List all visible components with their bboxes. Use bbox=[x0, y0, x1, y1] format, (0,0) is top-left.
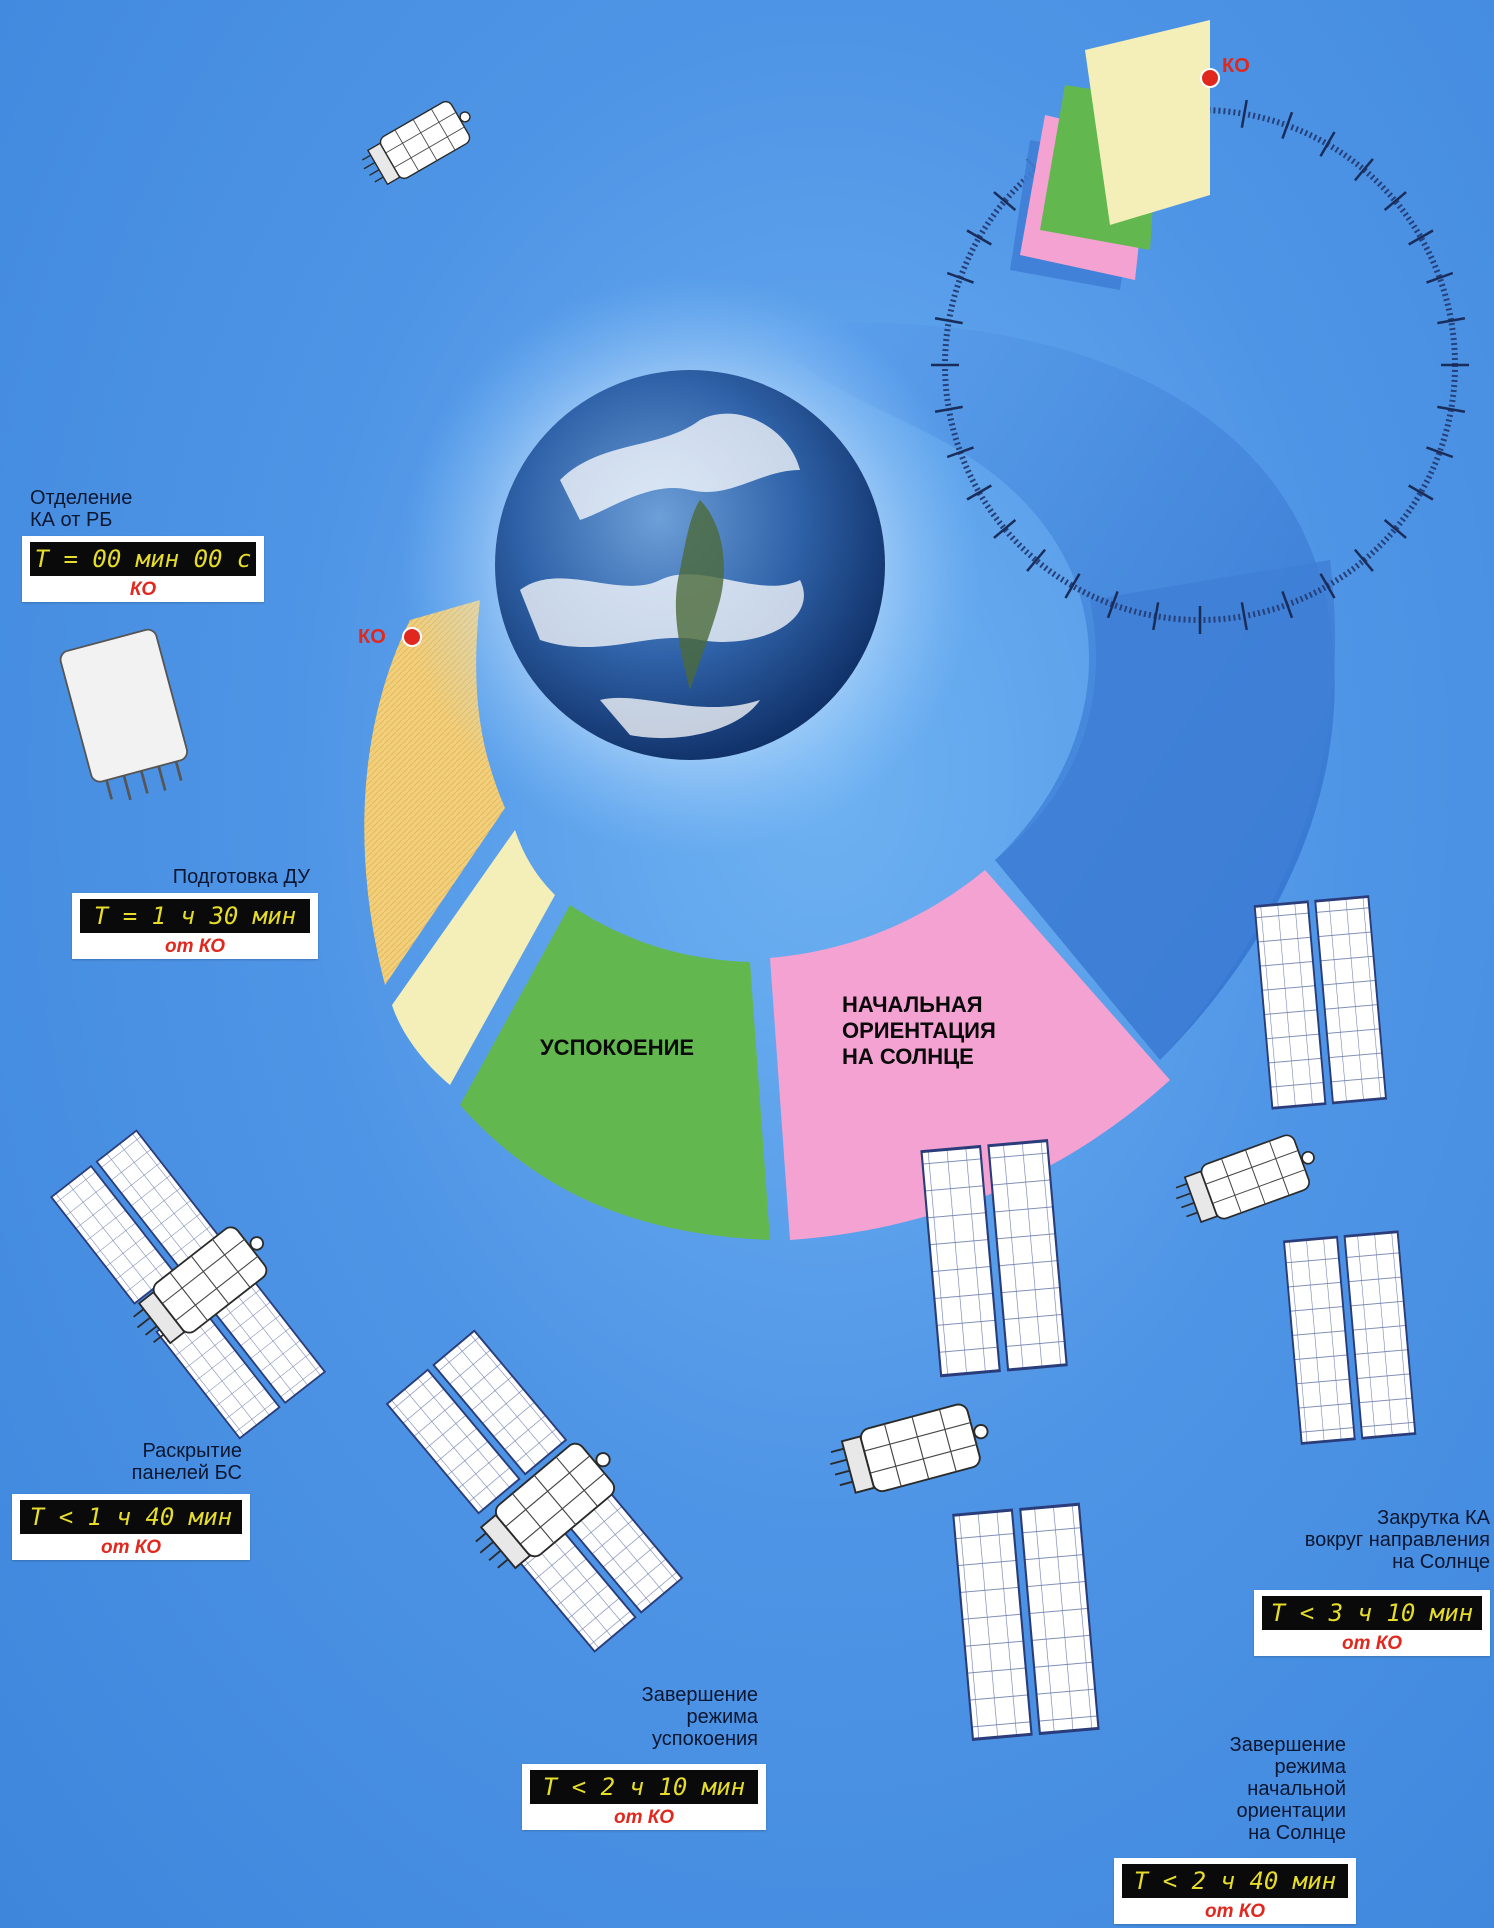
timer-display: T < 1 ч 40 мин bbox=[20, 1500, 242, 1534]
timer-spin-up: T < 3 ч 10 мин от КО bbox=[1254, 1590, 1490, 1656]
timer-reference: КО bbox=[129, 579, 157, 600]
orbit-tick bbox=[946, 271, 974, 284]
caption-calming-end: Завершение режима успокоения bbox=[520, 1684, 758, 1750]
caption-line: Завершение bbox=[641, 1684, 758, 1706]
timer-display: T < 2 ч 10 мин bbox=[530, 1770, 758, 1804]
timer-reference: от КО bbox=[1205, 1901, 1265, 1922]
orbit-tick bbox=[1383, 518, 1407, 539]
caption-line: Подготовка ДУ bbox=[172, 866, 310, 888]
orbit-tick bbox=[1408, 229, 1434, 246]
orbit-tick bbox=[1319, 131, 1336, 157]
panel-deploy-sector bbox=[392, 830, 555, 1085]
timer-reference: от КО bbox=[165, 936, 225, 957]
orbit-tick bbox=[1437, 405, 1466, 413]
caption-line: КА от РБ bbox=[30, 509, 113, 531]
caption-separation: Отделение КА от РБ bbox=[30, 487, 132, 531]
orbit-tick bbox=[1426, 446, 1454, 459]
caption-line: на Солнце bbox=[1248, 1822, 1346, 1844]
orbit-tick bbox=[934, 317, 963, 325]
timer-display: T < 3 ч 10 мин bbox=[1262, 1596, 1482, 1630]
caption-line: Отделение bbox=[30, 487, 133, 509]
caption-propulsion-prep: Подготовка ДУ bbox=[80, 866, 310, 888]
orbit-tick bbox=[1064, 573, 1081, 599]
orbit-tick bbox=[1408, 484, 1434, 501]
caption-line: начальной bbox=[1247, 1778, 1346, 1800]
timer-separation: T = 00 мин 00 с КО bbox=[22, 536, 264, 602]
timer-calming-end: T < 2 ч 10 мин от КО bbox=[522, 1764, 766, 1830]
caption-line: панелей БС bbox=[131, 1462, 242, 1484]
orbit-tick bbox=[934, 405, 963, 413]
timer-panel-deploy: T < 1 ч 40 мин от КО bbox=[12, 1494, 250, 1560]
timer-propulsion-prep: T = 1 ч 30 мин от КО bbox=[72, 893, 318, 959]
timer-orientation-end: T < 2 ч 40 мин от КО bbox=[1114, 1858, 1356, 1924]
orbit-tick bbox=[1353, 548, 1374, 572]
caption-panel-deploy: Раскрытие панелей БС bbox=[20, 1440, 242, 1484]
phase-label-sun-1: НАЧАЛЬНАЯ bbox=[842, 992, 983, 1017]
spin-sector bbox=[995, 560, 1336, 1060]
phase-label-sun-3: НА СОЛНЦЕ bbox=[842, 1044, 974, 1069]
orbit-tick bbox=[1426, 271, 1454, 284]
caption-line: на Солнце bbox=[1392, 1551, 1490, 1573]
orbit-tick bbox=[1152, 602, 1160, 631]
satellite-stowed-left bbox=[59, 628, 188, 801]
sun-orientation-sector bbox=[770, 870, 1170, 1240]
orbit-tick bbox=[1026, 548, 1047, 572]
calming-sector bbox=[460, 905, 770, 1240]
caption-line: режима bbox=[686, 1706, 758, 1728]
satellite-stowed-top bbox=[354, 93, 482, 195]
caption-line: Закрутка КА bbox=[1377, 1507, 1490, 1529]
caption-line: Завершение bbox=[1229, 1734, 1346, 1756]
orbit-tick bbox=[1437, 317, 1466, 325]
orbit-tick bbox=[1240, 99, 1248, 128]
timer-display: T = 1 ч 30 мин bbox=[80, 899, 310, 933]
orbit-tick bbox=[966, 484, 992, 501]
orbit-tick bbox=[1106, 591, 1119, 619]
ko-label-ring: КО bbox=[358, 626, 386, 648]
caption-line: успокоения bbox=[652, 1728, 758, 1750]
earth-clouds bbox=[520, 413, 804, 739]
caption-line: вокруг направления bbox=[1304, 1529, 1490, 1551]
orbit-tick bbox=[966, 229, 992, 246]
earth-continent bbox=[675, 500, 724, 690]
orbit-tick bbox=[1240, 602, 1248, 631]
orbit-tick bbox=[1281, 591, 1294, 619]
orbit-tick bbox=[1281, 111, 1294, 139]
satellite-panels-deploying bbox=[50, 1129, 326, 1440]
orbit-tick bbox=[993, 518, 1017, 539]
timer-reference: от КО bbox=[1342, 1633, 1402, 1654]
orbit-tick bbox=[1353, 158, 1374, 182]
satellite-calming-end bbox=[386, 1329, 683, 1653]
timer-reference: от КО bbox=[614, 1807, 674, 1828]
phase-label-sun-2: ОРИЕНТАЦИЯ bbox=[842, 1018, 996, 1043]
caption-orientation-end: Завершение режима начальной ориентации н… bbox=[1100, 1734, 1346, 1844]
ko-marker-orbit bbox=[1200, 68, 1220, 88]
phase-label-calming: УСПОКОЕНИЕ bbox=[540, 1035, 694, 1060]
orbit-fan-yellow bbox=[1085, 20, 1210, 225]
orbit-tick bbox=[1319, 573, 1336, 599]
caption-line: ориентации bbox=[1236, 1800, 1346, 1822]
ko-marker-ring bbox=[402, 627, 422, 647]
caption-line: Раскрытие bbox=[142, 1440, 242, 1462]
timer-reference: от КО bbox=[101, 1537, 161, 1558]
orbit-tick bbox=[1383, 191, 1407, 212]
orbit-tick bbox=[946, 446, 974, 459]
timer-display: T < 2 ч 40 мин bbox=[1122, 1864, 1348, 1898]
orbit-tick bbox=[993, 191, 1017, 212]
caption-spin-up: Закрутка КА вокруг направления на Солнце bbox=[1200, 1507, 1490, 1573]
timer-display: T = 00 мин 00 с bbox=[30, 542, 256, 576]
ko-label-orbit: КО bbox=[1222, 55, 1250, 77]
caption-line: режима bbox=[1274, 1756, 1346, 1778]
